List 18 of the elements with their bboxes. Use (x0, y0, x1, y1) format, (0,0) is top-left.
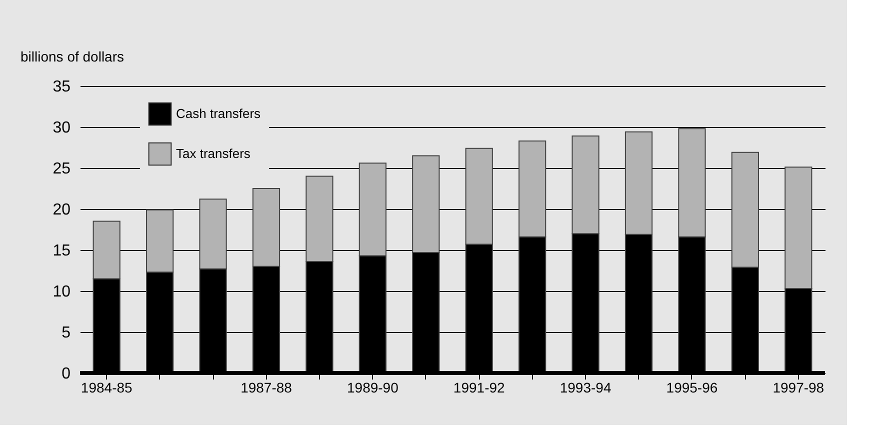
y-tick-label: 15 (52, 242, 71, 260)
legend-label: Tax transfers (176, 146, 251, 161)
y-tick-label: 10 (52, 284, 71, 300)
y-tick-label: 20 (52, 202, 71, 218)
x-tick-label: 1984-85 (80, 380, 133, 396)
x-tick-label: 1993-94 (560, 380, 612, 396)
x-tick-label: 1997-98 (772, 380, 824, 396)
y-tick-label: 5 (62, 324, 71, 342)
y-tick-label: 0 (62, 366, 71, 382)
x-tick-label: 1991-92 (453, 380, 506, 396)
legend-label: Cash transfers (176, 106, 262, 121)
y-tick-label: 25 (52, 160, 71, 178)
x-tick-label: 1989-90 (346, 380, 399, 396)
y-tick-label: 35 (52, 78, 71, 96)
x-tick-label: 1987-88 (240, 380, 292, 396)
y-tick-label: 30 (52, 120, 71, 136)
y-axis-title: billions of dollars (20, 48, 124, 64)
x-tick-label: 1995-96 (666, 380, 718, 396)
